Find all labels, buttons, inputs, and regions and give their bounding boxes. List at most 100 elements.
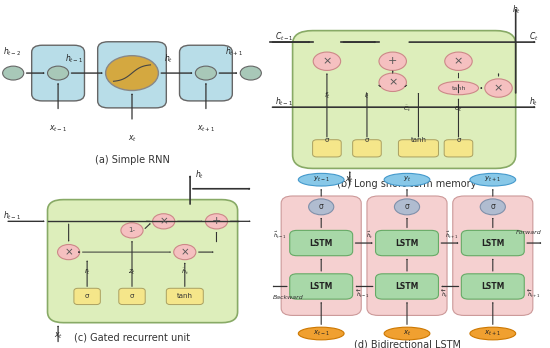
Circle shape bbox=[445, 52, 472, 70]
Text: $x_t$: $x_t$ bbox=[128, 134, 136, 144]
Text: $x_{t-1}$: $x_{t-1}$ bbox=[313, 329, 329, 338]
Text: σ: σ bbox=[85, 293, 89, 299]
Text: $\overleftarrow{h}_{t+1}$: $\overleftarrow{h}_{t+1}$ bbox=[527, 287, 541, 300]
Circle shape bbox=[3, 66, 24, 80]
Text: LSTM: LSTM bbox=[310, 282, 333, 291]
Text: 1-: 1- bbox=[129, 227, 135, 234]
Text: σ: σ bbox=[456, 137, 461, 143]
Text: Forward: Forward bbox=[516, 230, 541, 235]
Text: $\vec{h}_{t-1}$: $\vec{h}_{t-1}$ bbox=[273, 230, 287, 241]
Text: +: + bbox=[388, 56, 398, 66]
Text: tanh: tanh bbox=[410, 137, 426, 143]
Text: ×: × bbox=[180, 247, 189, 257]
Circle shape bbox=[47, 66, 69, 80]
Ellipse shape bbox=[298, 173, 344, 186]
Ellipse shape bbox=[470, 173, 516, 186]
Text: $h_{t-2}$: $h_{t-2}$ bbox=[3, 46, 21, 58]
Text: ×: × bbox=[322, 56, 332, 66]
Text: (a) Simple RNN: (a) Simple RNN bbox=[95, 155, 169, 165]
Text: (d) Bidirectional LSTM: (d) Bidirectional LSTM bbox=[354, 339, 460, 348]
Ellipse shape bbox=[384, 173, 430, 186]
FancyBboxPatch shape bbox=[290, 230, 353, 256]
Circle shape bbox=[174, 245, 196, 260]
Text: σ: σ bbox=[130, 293, 134, 299]
Circle shape bbox=[106, 56, 158, 90]
Text: σ: σ bbox=[405, 202, 409, 211]
Text: $C_{t-1}$: $C_{t-1}$ bbox=[276, 30, 294, 42]
FancyBboxPatch shape bbox=[47, 200, 238, 323]
Circle shape bbox=[480, 199, 505, 215]
FancyBboxPatch shape bbox=[461, 274, 524, 299]
Text: tanh: tanh bbox=[177, 293, 193, 299]
FancyBboxPatch shape bbox=[166, 288, 204, 304]
Text: $\tilde{h}_t$: $\tilde{h}_t$ bbox=[181, 267, 189, 277]
Text: $h_{t-1}$: $h_{t-1}$ bbox=[65, 53, 83, 65]
Text: ×: × bbox=[388, 77, 398, 87]
FancyBboxPatch shape bbox=[353, 140, 381, 157]
Text: ×: × bbox=[494, 83, 503, 93]
Text: σ: σ bbox=[319, 202, 323, 211]
FancyBboxPatch shape bbox=[32, 45, 85, 101]
Text: $x_{t+1}$: $x_{t+1}$ bbox=[485, 329, 501, 338]
FancyBboxPatch shape bbox=[444, 140, 473, 157]
FancyBboxPatch shape bbox=[293, 31, 516, 168]
Ellipse shape bbox=[384, 327, 430, 340]
Text: (b) Long short-term memory: (b) Long short-term memory bbox=[337, 179, 477, 189]
Circle shape bbox=[195, 66, 217, 80]
FancyBboxPatch shape bbox=[312, 140, 341, 157]
Text: $\vec{h}_t$: $\vec{h}_t$ bbox=[366, 230, 373, 241]
Circle shape bbox=[309, 199, 334, 215]
Text: σ: σ bbox=[491, 202, 495, 211]
Text: +: + bbox=[212, 216, 221, 226]
FancyBboxPatch shape bbox=[290, 274, 353, 299]
Text: $C_t$: $C_t$ bbox=[529, 30, 538, 42]
Text: $o_t$: $o_t$ bbox=[454, 104, 463, 114]
Text: $\vec{h}_{t+1}$: $\vec{h}_{t+1}$ bbox=[444, 230, 459, 241]
Text: Backward: Backward bbox=[273, 295, 304, 300]
FancyBboxPatch shape bbox=[398, 140, 438, 157]
Circle shape bbox=[313, 52, 340, 70]
Text: $f_t$: $f_t$ bbox=[323, 90, 330, 101]
Text: $\overleftarrow{h}_t$: $\overleftarrow{h}_t$ bbox=[441, 287, 449, 300]
FancyBboxPatch shape bbox=[119, 288, 145, 304]
Text: ×: × bbox=[64, 247, 73, 257]
Text: $x_{t-1}$: $x_{t-1}$ bbox=[49, 124, 67, 134]
FancyBboxPatch shape bbox=[376, 274, 438, 299]
Ellipse shape bbox=[470, 327, 516, 340]
Ellipse shape bbox=[298, 327, 344, 340]
Text: $h_{t-1}$: $h_{t-1}$ bbox=[276, 95, 294, 108]
Text: LSTM: LSTM bbox=[395, 282, 419, 291]
Text: LSTM: LSTM bbox=[310, 238, 333, 247]
Text: $h_t$: $h_t$ bbox=[195, 168, 205, 181]
Text: $h_t$: $h_t$ bbox=[164, 53, 173, 65]
Text: $r_t$: $r_t$ bbox=[84, 267, 91, 277]
Text: $y_t$: $y_t$ bbox=[403, 175, 411, 184]
Circle shape bbox=[58, 245, 80, 260]
Text: tanh: tanh bbox=[452, 86, 466, 90]
FancyBboxPatch shape bbox=[74, 288, 100, 304]
FancyBboxPatch shape bbox=[461, 230, 524, 256]
Circle shape bbox=[485, 79, 512, 97]
Text: ×: × bbox=[160, 216, 168, 226]
Text: LSTM: LSTM bbox=[481, 282, 504, 291]
FancyBboxPatch shape bbox=[453, 196, 533, 315]
Text: $y_{t+1}$: $y_{t+1}$ bbox=[485, 175, 501, 184]
Circle shape bbox=[121, 223, 143, 238]
Circle shape bbox=[394, 199, 420, 215]
FancyBboxPatch shape bbox=[376, 230, 438, 256]
Ellipse shape bbox=[438, 81, 478, 95]
Text: ×: × bbox=[454, 56, 463, 66]
Text: $\overleftarrow{h}_{t-1}$: $\overleftarrow{h}_{t-1}$ bbox=[355, 287, 370, 300]
Text: $x_{t+1}$: $x_{t+1}$ bbox=[197, 124, 215, 134]
Text: $x_t$: $x_t$ bbox=[53, 330, 63, 341]
Text: σ: σ bbox=[365, 137, 369, 143]
Circle shape bbox=[379, 73, 406, 92]
Circle shape bbox=[240, 66, 261, 80]
FancyBboxPatch shape bbox=[281, 196, 361, 315]
Text: σ: σ bbox=[324, 137, 329, 143]
FancyBboxPatch shape bbox=[98, 42, 166, 108]
Text: $h_t$: $h_t$ bbox=[512, 3, 521, 16]
Text: $x_t$: $x_t$ bbox=[403, 329, 411, 338]
Text: LSTM: LSTM bbox=[395, 238, 419, 247]
Text: (c) Gated recurrent unit: (c) Gated recurrent unit bbox=[74, 332, 190, 342]
